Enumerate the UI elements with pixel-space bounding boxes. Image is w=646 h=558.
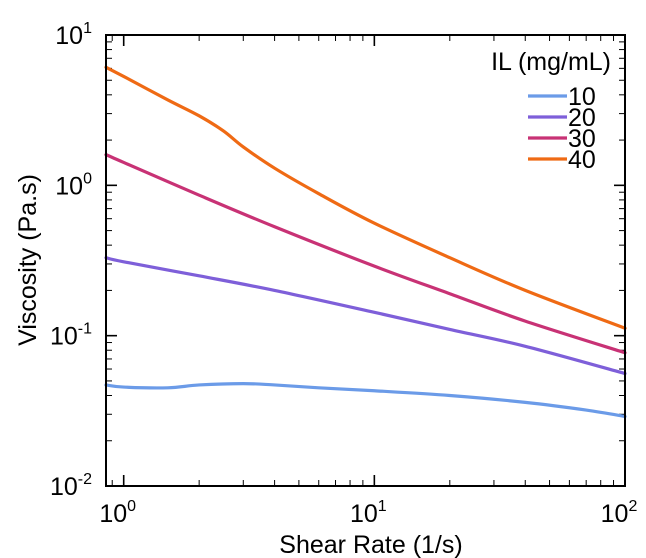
x-tick-label: 102: [601, 498, 638, 528]
series-lines: [104, 65, 627, 419]
minor-ticks: [106, 35, 625, 486]
tick-labels: 100 101 102 10-2 10-1 100 101: [50, 20, 638, 528]
legend-label-20: 20: [568, 104, 596, 132]
plot-frame: [105, 34, 626, 487]
series-line-10: [104, 381, 627, 419]
x-axis-label: Shear Rate (1/s): [279, 531, 462, 558]
x-tick-label: 101: [350, 498, 387, 528]
y-tick-label: 10-1: [50, 321, 92, 351]
series-line-30: [104, 153, 627, 355]
series-line-40: [104, 65, 627, 330]
y-tick-label: 10-2: [50, 471, 92, 501]
series-line-20: [104, 256, 627, 376]
major-ticks: [106, 34, 626, 487]
y-tick-label: 101: [55, 20, 92, 50]
legend-title: IL (mg/mL): [491, 48, 611, 76]
x-tick-label: 100: [99, 498, 136, 528]
y-axis-label: Viscosity (Pa.s): [14, 174, 42, 346]
y-tick-label: 100: [55, 170, 92, 200]
legend-label-30: 30: [568, 125, 596, 153]
legend-label-10: 10: [568, 83, 596, 111]
legend-label-40: 40: [568, 146, 596, 174]
